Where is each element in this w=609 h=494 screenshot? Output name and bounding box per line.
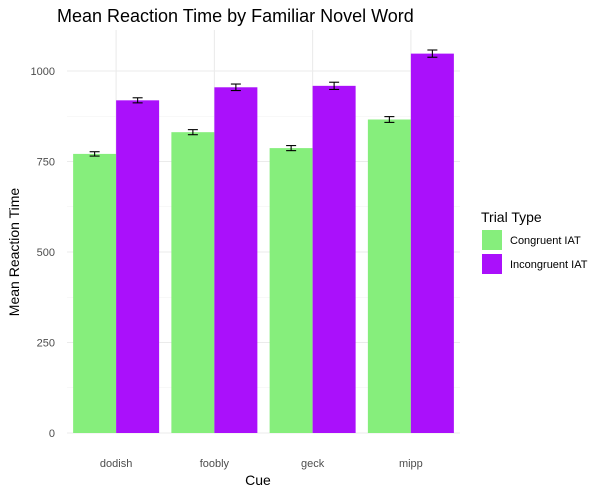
- legend-swatch: [482, 230, 502, 250]
- error-bar: [89, 151, 100, 157]
- error-bars: [89, 49, 438, 157]
- y-tick-label: 1000: [31, 66, 55, 78]
- x-tick-label: dodish: [100, 458, 132, 470]
- bar: [269, 148, 313, 433]
- error-bar: [230, 83, 241, 92]
- legend-label: Congruent IAT: [510, 235, 581, 247]
- bar: [410, 53, 454, 434]
- bar: [367, 119, 411, 434]
- y-tick-label: 750: [37, 157, 55, 169]
- bar: [116, 100, 160, 434]
- x-tick-label: mipp: [399, 458, 423, 470]
- error-bar: [286, 145, 297, 152]
- legend-swatch: [482, 254, 502, 274]
- x-axis-title: Cue: [245, 472, 271, 488]
- legend-title: Trial Type: [481, 209, 542, 225]
- bars: [73, 53, 454, 434]
- legend-label: Incongruent IAT: [510, 259, 588, 271]
- error-bar: [187, 129, 198, 136]
- bar: [312, 85, 356, 433]
- y-axis-title: Mean Reaction Time: [6, 188, 22, 317]
- chart-title: Mean Reaction Time by Familiar Novel Wor…: [57, 6, 414, 26]
- y-tick-label: 250: [37, 338, 55, 350]
- x-tick-label: foobly: [200, 458, 230, 470]
- bar: [214, 87, 258, 433]
- y-tick-label: 0: [49, 428, 55, 440]
- bar: [171, 132, 215, 434]
- x-axis-tick-labels: dodish foobly geck mipp: [100, 458, 423, 470]
- y-tick-label: 500: [37, 247, 55, 259]
- x-tick-label: geck: [301, 458, 325, 470]
- y-axis-tick-labels: 0 250 500 750 1000: [31, 66, 55, 440]
- error-bar: [427, 49, 438, 58]
- legend: Trial Type Congruent IAT Incongruent IAT: [481, 209, 588, 274]
- error-bar: [132, 97, 143, 104]
- bar: [73, 153, 117, 433]
- error-bar: [384, 116, 395, 123]
- error-bar: [329, 81, 340, 91]
